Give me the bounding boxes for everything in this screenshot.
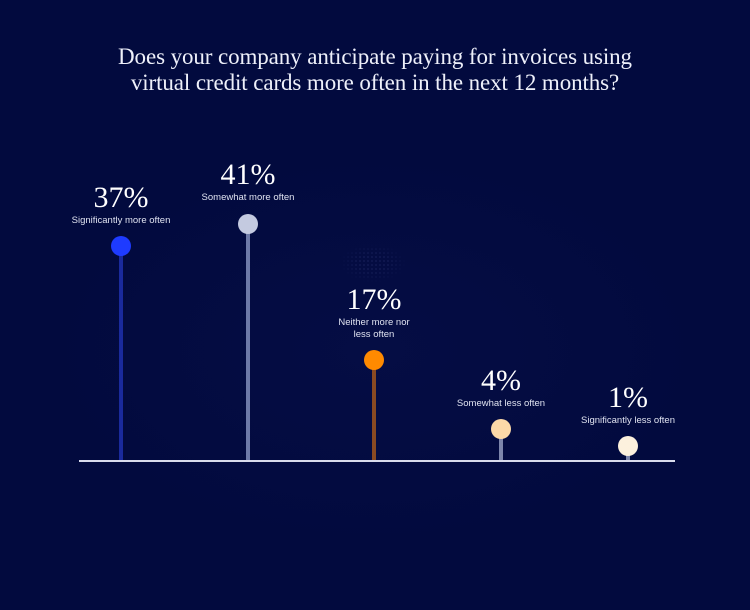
value-label-somewhat-more: 41% <box>220 158 276 191</box>
chart-title-line-1: Does your company anticipate paying for … <box>118 44 632 69</box>
category-label-somewhat-less: Somewhat less often <box>456 398 546 409</box>
category-label-neither-line-2: less often <box>353 329 395 340</box>
chart-title: Does your company anticipate paying for … <box>0 44 750 96</box>
category-label-somewhat-more: Somewhat more often <box>201 192 295 203</box>
marker-somewhat-more <box>238 214 258 234</box>
marker-neither <box>364 350 384 370</box>
chart-title-line-2: virtual credit cards more often in the n… <box>130 70 620 95</box>
stem-neither <box>372 360 376 461</box>
value-label-neither: 17% <box>346 283 402 316</box>
marker-significantly-less <box>618 436 638 456</box>
decorative-dot-pattern <box>338 243 408 283</box>
stem-significantly-more <box>119 246 123 461</box>
stem-somewhat-more <box>246 224 250 461</box>
category-label-significantly-less: Significantly less often <box>581 415 675 426</box>
marker-somewhat-less <box>491 419 511 439</box>
category-label-neither: Neither more nor less often <box>338 317 409 341</box>
stem-somewhat-less <box>499 429 503 461</box>
value-label-somewhat-less: 4% <box>481 364 521 397</box>
value-label-significantly-more: 37% <box>93 181 149 214</box>
value-label-significantly-less: 1% <box>608 381 648 414</box>
marker-significantly-more <box>111 236 131 256</box>
category-label-neither-line-1: Neither more nor <box>338 317 410 328</box>
category-label-significantly-more: Significantly more often <box>71 215 171 226</box>
chart-baseline <box>79 460 675 462</box>
